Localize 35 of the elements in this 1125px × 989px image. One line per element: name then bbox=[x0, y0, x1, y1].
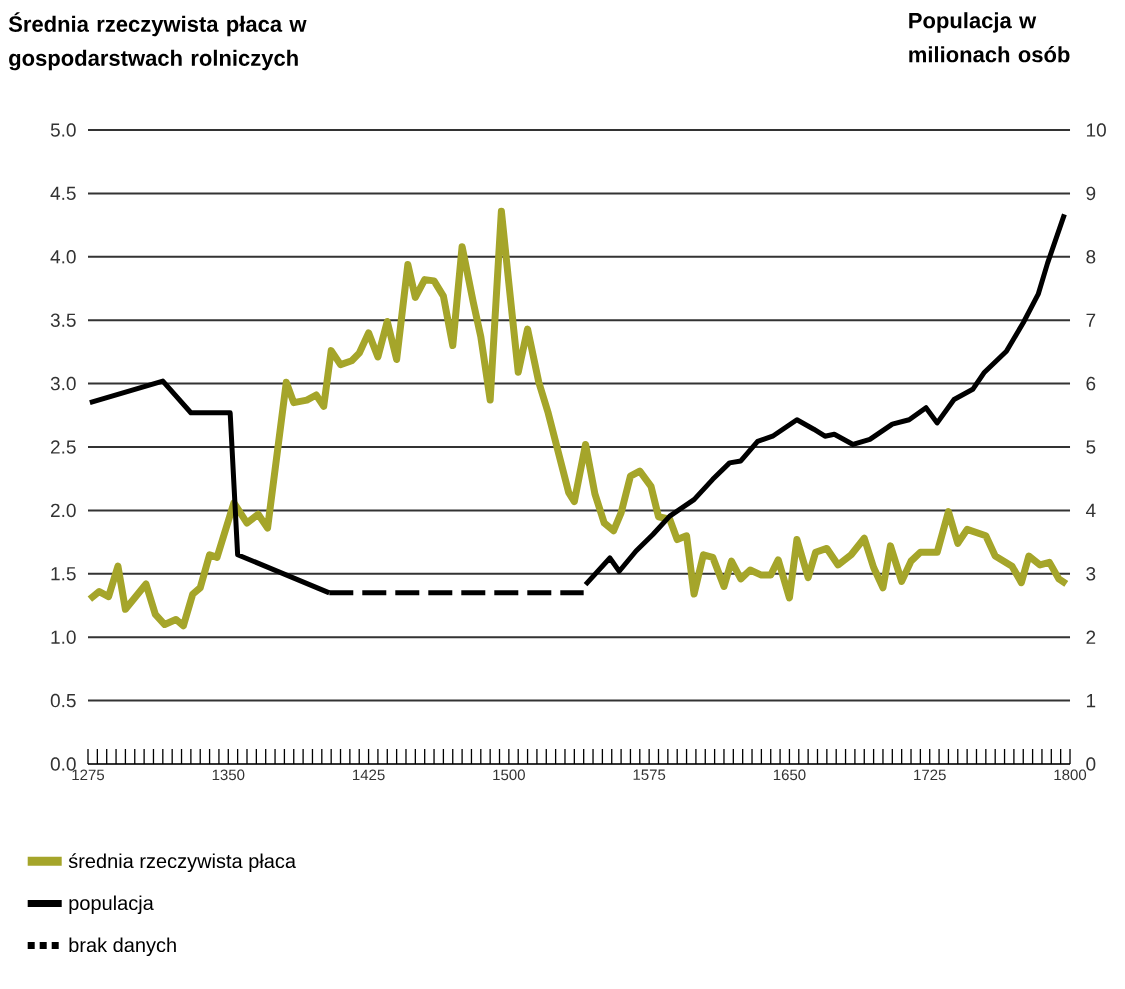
x-tick-label: 1350 bbox=[212, 769, 245, 781]
y2-tick-label: 5 bbox=[1086, 440, 1096, 454]
x-tick-label: 1500 bbox=[493, 769, 525, 781]
y-tick-label: 0.0 bbox=[50, 757, 76, 771]
y-tick-label: 1.5 bbox=[51, 567, 76, 581]
y-tick-label: 1.0 bbox=[51, 630, 76, 644]
y2-tick-label: 4 bbox=[1085, 503, 1096, 517]
y2-tick-label: 8 bbox=[1086, 250, 1096, 264]
y2-axis-title: Populacja w milionach osób bbox=[909, 12, 1070, 63]
y-axis-title: Średnia rzeczywista płaca w gospodarstwach rolniczych bbox=[8, 12, 307, 71]
x-tick-label: 1575 bbox=[633, 769, 666, 780]
y2-tick-label: 2 bbox=[1086, 630, 1096, 644]
y2-tick-label: 0 bbox=[1086, 757, 1096, 771]
y2-tick-label: 7 bbox=[1086, 313, 1096, 327]
x-tick-label: 1425 bbox=[353, 769, 385, 781]
legend-label: średnia rzeczywista płaca bbox=[68, 853, 297, 873]
y-tick-label: 2.0 bbox=[51, 503, 76, 518]
y-tick-label: 3.0 bbox=[50, 376, 76, 391]
y-tick-label: 0.5 bbox=[50, 693, 76, 708]
x-tick-label: 1275 bbox=[72, 769, 105, 781]
y2-tick-label: 10 bbox=[1086, 123, 1106, 137]
y-tick-label: 2.5 bbox=[51, 440, 76, 454]
y-tick-label: 5.0 bbox=[50, 123, 76, 137]
y2-tick-label: 6 bbox=[1086, 376, 1096, 391]
y-tick-label: 4.5 bbox=[50, 186, 76, 201]
y-tick-label: 3.5 bbox=[50, 313, 76, 327]
legend-label: populacja bbox=[69, 895, 154, 915]
y2-tick-label: 9 bbox=[1086, 186, 1096, 201]
y2-tick-label: 3 bbox=[1086, 567, 1096, 581]
x-tick-label: 1725 bbox=[914, 769, 946, 781]
y-tick-label: 4.0 bbox=[50, 250, 76, 264]
y2-tick-label: 1 bbox=[1086, 694, 1096, 708]
x-tick-label: 1650 bbox=[773, 769, 806, 781]
legend-label: brak danych bbox=[69, 937, 176, 957]
x-tick-label: 1800 bbox=[1054, 769, 1087, 781]
